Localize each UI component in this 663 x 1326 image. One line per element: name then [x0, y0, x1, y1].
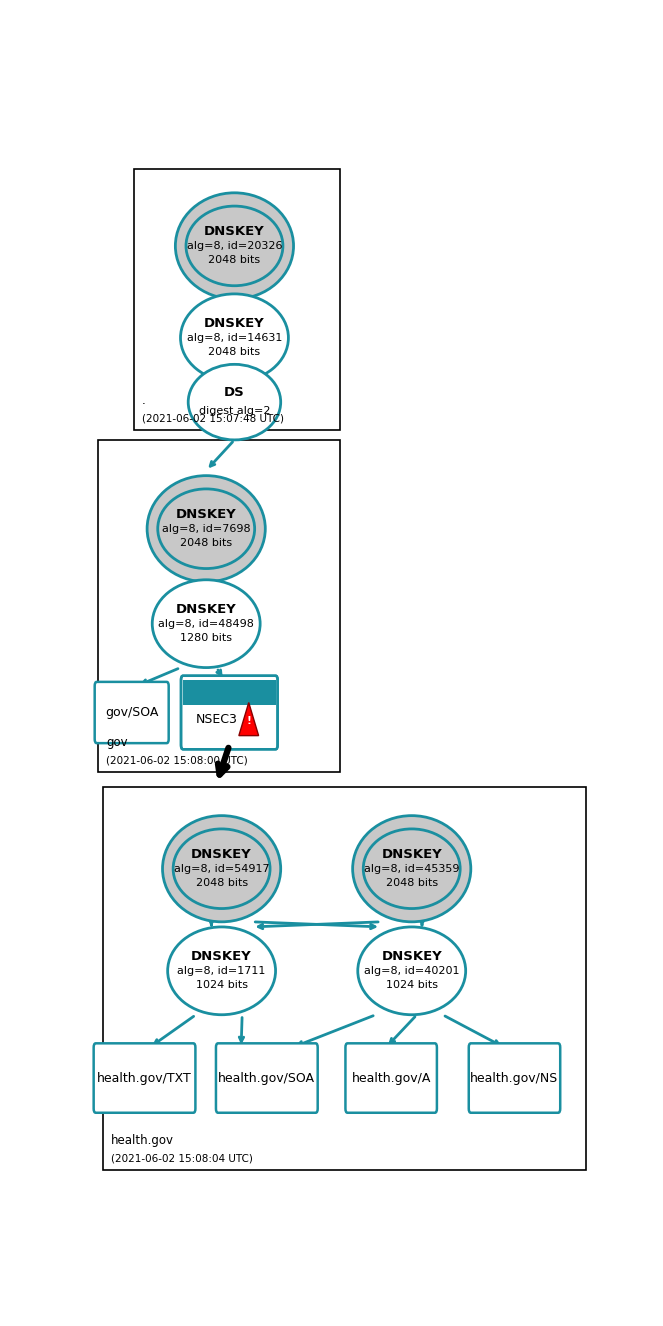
Text: DNSKEY: DNSKEY [381, 847, 442, 861]
Polygon shape [239, 703, 259, 736]
Text: 1024 bits: 1024 bits [196, 980, 247, 991]
Text: 2048 bits: 2048 bits [208, 347, 261, 357]
Text: NSEC3: NSEC3 [196, 713, 237, 727]
Ellipse shape [180, 294, 288, 382]
Text: DNSKEY: DNSKEY [191, 847, 252, 861]
Text: 2048 bits: 2048 bits [208, 255, 261, 265]
FancyBboxPatch shape [345, 1044, 437, 1113]
Text: 2048 bits: 2048 bits [196, 878, 248, 888]
Text: alg=8, id=45359: alg=8, id=45359 [364, 863, 459, 874]
Ellipse shape [147, 476, 265, 582]
Text: DNSKEY: DNSKEY [176, 508, 237, 521]
Ellipse shape [152, 579, 260, 667]
Text: alg=8, id=40201: alg=8, id=40201 [364, 965, 459, 976]
FancyBboxPatch shape [469, 1044, 560, 1113]
Text: (2021-06-02 15:07:48 UTC): (2021-06-02 15:07:48 UTC) [142, 414, 284, 423]
Text: health.gov: health.gov [111, 1135, 174, 1147]
FancyBboxPatch shape [93, 1044, 196, 1113]
Text: alg=8, id=1711: alg=8, id=1711 [178, 965, 266, 976]
Text: DNSKEY: DNSKEY [204, 225, 265, 239]
Ellipse shape [363, 829, 460, 908]
Ellipse shape [168, 927, 276, 1014]
Text: DNSKEY: DNSKEY [381, 949, 442, 963]
Text: gov: gov [106, 736, 127, 749]
Text: alg=8, id=54917: alg=8, id=54917 [174, 863, 269, 874]
Ellipse shape [188, 365, 280, 440]
Ellipse shape [358, 927, 465, 1014]
Text: (2021-06-02 15:08:00 UTC): (2021-06-02 15:08:00 UTC) [106, 756, 248, 765]
Text: health.gov/NS: health.gov/NS [470, 1071, 559, 1085]
Ellipse shape [353, 815, 471, 922]
Text: alg=8, id=20326: alg=8, id=20326 [187, 241, 282, 251]
Ellipse shape [175, 192, 294, 298]
Text: alg=8, id=48498: alg=8, id=48498 [158, 619, 254, 629]
Text: 1280 bits: 1280 bits [180, 633, 232, 643]
Text: DNSKEY: DNSKEY [176, 603, 237, 615]
Ellipse shape [186, 206, 283, 285]
FancyBboxPatch shape [216, 1044, 318, 1113]
Text: health.gov/SOA: health.gov/SOA [218, 1071, 316, 1085]
Text: DNSKEY: DNSKEY [191, 949, 252, 963]
Text: !: ! [246, 716, 251, 725]
Text: (2021-06-02 15:08:04 UTC): (2021-06-02 15:08:04 UTC) [111, 1154, 253, 1164]
Text: 2048 bits: 2048 bits [386, 878, 438, 888]
FancyBboxPatch shape [183, 680, 276, 704]
Text: alg=8, id=7698: alg=8, id=7698 [162, 524, 251, 534]
Text: 2048 bits: 2048 bits [180, 538, 232, 548]
Ellipse shape [158, 489, 255, 569]
Text: DS: DS [224, 386, 245, 399]
FancyBboxPatch shape [181, 676, 278, 749]
FancyBboxPatch shape [103, 788, 587, 1170]
Ellipse shape [173, 829, 270, 908]
Text: gov/SOA: gov/SOA [105, 705, 158, 719]
FancyBboxPatch shape [98, 440, 340, 772]
Text: DNSKEY: DNSKEY [204, 317, 265, 330]
Text: .: . [142, 394, 146, 407]
Text: 1024 bits: 1024 bits [386, 980, 438, 991]
Text: alg=8, id=14631: alg=8, id=14631 [187, 333, 282, 343]
Text: digest alg=2: digest alg=2 [199, 406, 271, 416]
FancyBboxPatch shape [134, 170, 340, 430]
Ellipse shape [162, 815, 280, 922]
FancyBboxPatch shape [95, 682, 168, 743]
Text: health.gov/TXT: health.gov/TXT [97, 1071, 192, 1085]
Text: health.gov/A: health.gov/A [351, 1071, 431, 1085]
